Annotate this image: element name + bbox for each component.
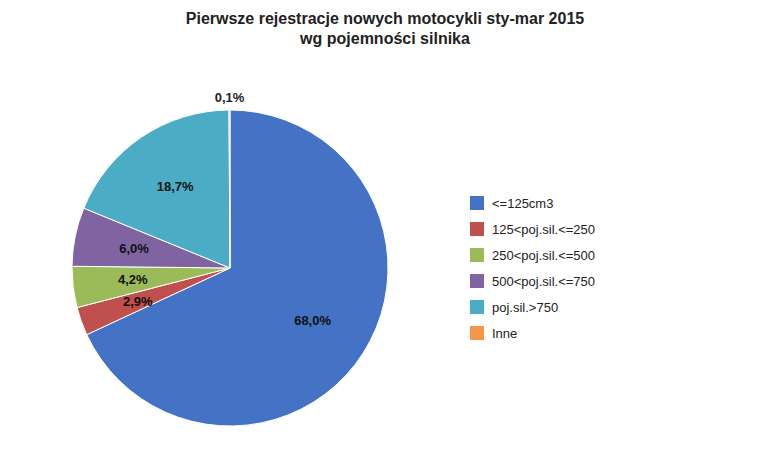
data-label: 0,1% <box>215 90 245 105</box>
legend-label: poj.sil.>750 <box>492 300 558 315</box>
legend-swatch <box>470 248 484 262</box>
legend-swatch <box>470 196 484 210</box>
legend-label: <=125cm3 <box>492 196 553 211</box>
data-labels: 68,0% 2,9% 4,2% 6,0% 18,7% 0,1% <box>118 90 332 328</box>
data-label: 6,0% <box>119 241 149 256</box>
legend-swatch <box>470 326 484 340</box>
legend-item: 250<poj.sil.<=500 <box>470 248 595 263</box>
legend-swatch <box>470 274 484 288</box>
legend-item: Inne <box>470 326 517 341</box>
legend-item: 125<poj.sil.<=250 <box>470 222 595 237</box>
title: Pierwsze rejestracje nowych motocykli st… <box>186 10 585 47</box>
legend-label: 500<poj.sil.<=750 <box>492 274 595 289</box>
legend-label: 125<poj.sil.<=250 <box>492 222 595 237</box>
legend-item: <=125cm3 <box>470 196 553 211</box>
slice <box>84 110 230 268</box>
legend-swatch <box>470 300 484 314</box>
data-label: 4,2% <box>118 272 148 287</box>
legend: <=125cm3 125<poj.sil.<=250 250<poj.sil.<=5… <box>470 196 595 341</box>
slice <box>229 110 231 268</box>
slice <box>72 266 230 307</box>
data-label: 68,0% <box>294 313 331 328</box>
data-label: 2,9% <box>123 294 153 309</box>
title-line: Pierwsze rejestracje nowych motocykli st… <box>186 10 585 27</box>
chart: Pierwsze rejestracje nowych motocykli st… <box>0 0 770 450</box>
legend-label: Inne <box>492 326 517 341</box>
legend-swatch <box>470 222 484 236</box>
legend-item: 500<poj.sil.<=750 <box>470 274 595 289</box>
legend-item: poj.sil.>750 <box>470 300 558 315</box>
pie <box>72 110 388 426</box>
title-line: wg pojemności silnika <box>299 30 470 47</box>
data-label: 18,7% <box>157 179 194 194</box>
legend-label: 250<poj.sil.<=500 <box>492 248 595 263</box>
